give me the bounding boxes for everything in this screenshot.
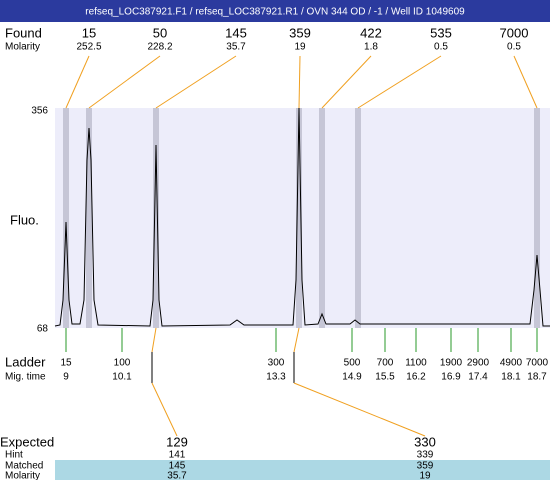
title: refseq_LOC387921.F1 / refseq_LOC387921.R… [85,7,465,18]
link [151,327,157,353]
molarity-label: Molarity [5,42,40,53]
peak-link [65,55,90,109]
peak-link [298,55,301,109]
peak-band [153,108,159,328]
trace [54,107,550,327]
peak-band [355,108,361,328]
matched-molarity: 19 [419,471,431,480]
found-molarity: 1.8 [364,42,378,53]
y-axis-label: Fluo. [10,212,39,227]
mig-time: 15.5 [375,372,395,383]
ladder-size: 2900 [467,358,490,369]
peak-link [155,55,237,109]
ladder-size: 300 [268,358,285,369]
ladder-size: 500 [344,358,361,369]
matched-size: 145 [169,461,186,472]
ladder-size: 700 [377,358,394,369]
mig-time: 17.4 [468,372,488,383]
mig-time: 9 [63,372,69,383]
found-molarity: 35.7 [226,42,246,53]
hint-size: 339 [417,450,434,461]
ladder-size: 4900 [500,358,523,369]
found-molarity: 0.5 [507,42,521,53]
expected-size: 129 [166,434,188,449]
found-label: Found [5,25,42,40]
peak-band [63,108,69,328]
peak-link [321,55,372,109]
link [293,382,426,437]
expected-label: Expected [0,434,54,449]
ladder-size: 15 [60,358,72,369]
peak-band [319,108,325,328]
mig-time: 13.3 [266,372,286,383]
peak-link [357,55,442,109]
found-molarity: 19 [294,42,306,53]
ladder-size: 7000 [526,358,549,369]
peak-band [86,108,92,328]
mig-time: 10.1 [112,372,132,383]
ladder-size: 1900 [440,358,463,369]
found-size: 145 [225,25,247,40]
found-size: 535 [430,25,452,40]
title-bar [0,0,550,22]
matched-band [55,460,550,480]
y-max-label: 356 [31,106,48,117]
peak-band [296,108,302,328]
y-min-label: 68 [37,324,49,335]
found-molarity: 228.2 [147,42,172,53]
peak-bands [63,108,540,328]
mig-time-label: Mig. time [5,372,46,383]
ladder-size: 1100 [405,358,427,369]
hint-label: Hint [5,450,23,461]
molarity-label: Molarity [5,471,40,480]
mig-time: 16.2 [406,372,426,383]
matched-molarity: 35.7 [167,471,187,480]
mig-time: 16.9 [441,372,461,383]
peak-link [88,55,161,109]
found-size: 15 [82,25,96,40]
mig-time: 18.7 [527,372,547,383]
found-size: 50 [153,25,167,40]
peak-link [513,55,538,109]
hint-size: 141 [169,450,186,461]
mig-time: 18.1 [501,372,521,383]
found-molarity: 0.5 [434,42,448,53]
found-size: 422 [360,25,382,40]
expected-size: 330 [414,434,436,449]
link [151,382,178,437]
ladder-label: Ladder [5,354,46,369]
mig-time: 14.9 [342,372,362,383]
found-size: 7000 [500,25,529,40]
found-molarity: 252.5 [76,42,101,53]
matched-label: Matched [5,461,43,472]
matched-size: 359 [417,461,434,472]
peak-band [534,108,540,328]
found-size: 359 [289,25,311,40]
ladder-size: 100 [114,358,131,369]
link [293,327,300,353]
